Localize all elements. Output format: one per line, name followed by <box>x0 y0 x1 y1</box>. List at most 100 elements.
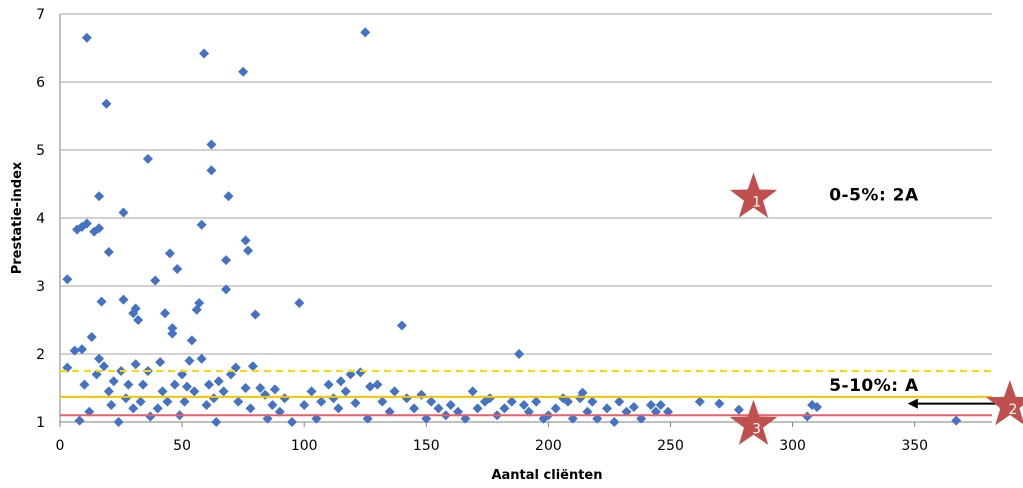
data-point <box>445 400 456 410</box>
data-point <box>218 386 229 397</box>
data-point <box>323 379 334 390</box>
y-tick-label: 2 <box>36 347 45 363</box>
data-point <box>194 298 205 308</box>
data-point <box>106 400 117 410</box>
data-point <box>247 361 258 372</box>
star-icon <box>729 399 778 445</box>
data-point <box>614 396 625 407</box>
data-point <box>169 379 180 390</box>
data-point <box>167 323 178 334</box>
data-point <box>365 381 376 392</box>
data-point <box>94 223 105 234</box>
data-point <box>123 379 134 390</box>
data-point <box>186 335 197 346</box>
star-icon <box>729 172 778 218</box>
data-point <box>377 396 388 407</box>
data-point <box>714 398 725 409</box>
data-point <box>243 245 254 256</box>
data-point <box>118 294 129 305</box>
data-point <box>145 411 156 422</box>
gridlines <box>60 13 992 355</box>
data-point <box>267 400 278 410</box>
data-point <box>279 393 290 404</box>
data-point <box>138 379 149 390</box>
data-point <box>101 98 112 109</box>
data-point <box>108 376 119 387</box>
x-tick-label: 0 <box>56 438 65 454</box>
data-point <box>240 235 251 246</box>
data-points <box>62 27 962 427</box>
x-tick-label: 100 <box>291 438 318 454</box>
data-point <box>120 393 131 404</box>
data-point <box>514 349 525 359</box>
data-point <box>162 396 173 407</box>
data-point <box>184 355 195 366</box>
data-point <box>150 275 161 286</box>
data-point <box>103 247 114 257</box>
data-point <box>81 32 92 43</box>
data-point <box>409 403 420 414</box>
data-point <box>167 328 178 339</box>
data-point <box>694 396 705 407</box>
data-point <box>396 320 407 331</box>
data-point <box>645 400 656 410</box>
data-point <box>316 396 327 407</box>
data-point <box>94 353 105 364</box>
data-point <box>250 309 261 320</box>
data-point <box>433 403 444 414</box>
data-point <box>335 376 346 387</box>
data-point <box>221 284 232 295</box>
data-point <box>74 415 85 426</box>
data-point <box>306 386 317 397</box>
data-point <box>472 403 483 414</box>
x-tick-label: 150 <box>413 438 440 454</box>
data-point <box>133 315 144 325</box>
data-point <box>62 274 73 285</box>
data-point <box>160 308 171 319</box>
data-point <box>98 361 109 372</box>
x-tick-label: 300 <box>779 438 806 454</box>
data-point <box>531 396 542 407</box>
y-tick-label: 4 <box>36 211 45 227</box>
data-point <box>79 379 90 390</box>
y-axis-title: Prestatie-index <box>10 161 25 274</box>
data-point <box>130 303 141 314</box>
data-point <box>733 404 744 415</box>
data-point <box>426 396 437 407</box>
x-tick-label: 200 <box>535 438 562 454</box>
data-point <box>94 191 105 202</box>
data-point <box>609 417 620 427</box>
data-point <box>113 417 124 427</box>
y-tick-label: 3 <box>36 279 45 295</box>
annotation-label: 5-10%: A <box>829 376 919 396</box>
data-point <box>128 403 139 414</box>
data-point <box>499 403 510 414</box>
x-tick-label: 250 <box>657 438 684 454</box>
data-point <box>201 400 212 410</box>
data-point <box>206 139 217 150</box>
data-point <box>164 248 175 259</box>
data-point <box>506 396 517 407</box>
data-point <box>587 396 598 407</box>
data-point <box>203 379 214 390</box>
data-point <box>484 393 495 404</box>
data-point <box>238 66 249 77</box>
data-point <box>350 397 361 408</box>
data-point <box>518 400 529 410</box>
annotations: 0-5%: 2A 5-10%: A 1 2 3 <box>729 172 1023 445</box>
data-point <box>142 153 153 164</box>
data-point <box>135 396 146 407</box>
data-point <box>155 357 166 368</box>
data-point <box>69 345 80 356</box>
data-point <box>550 403 561 414</box>
data-point <box>372 379 383 390</box>
star-number: 3 <box>752 422 761 438</box>
data-point <box>179 396 190 407</box>
data-point <box>213 376 224 387</box>
data-point <box>416 389 427 400</box>
axes: 1 2 3 4 5 6 7 0 50 100 150 200 250 300 350 <box>36 7 992 454</box>
data-point <box>328 393 339 404</box>
data-point <box>221 255 232 266</box>
star-icon <box>986 380 1023 426</box>
